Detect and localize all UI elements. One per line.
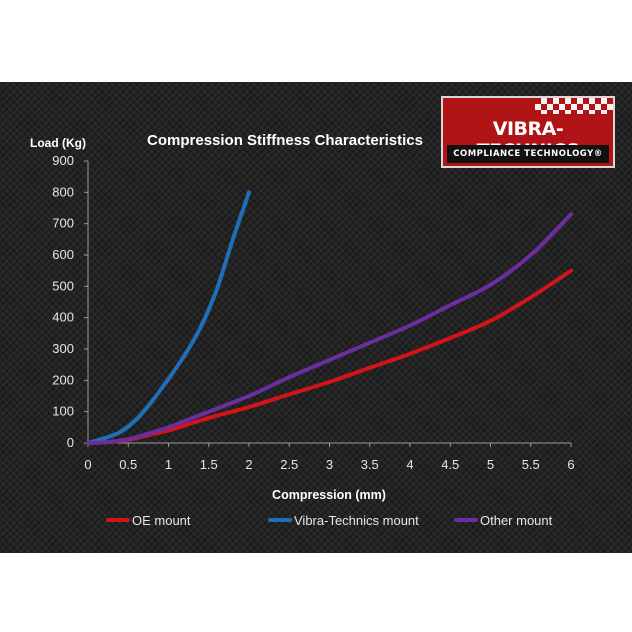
x-tick-label: 4.5 (441, 457, 459, 472)
x-tick-label: 5.5 (522, 457, 540, 472)
x-tick-label: 1.5 (200, 457, 218, 472)
x-axis-label: Compression (mm) (272, 488, 386, 502)
y-tick-label: 900 (52, 153, 74, 168)
y-tick-label: 300 (52, 341, 74, 356)
y-tick-label: 700 (52, 216, 74, 231)
x-tick-label: 0 (84, 457, 91, 472)
x-tick-label: 3 (326, 457, 333, 472)
x-tick-label: 4 (406, 457, 413, 472)
series-line-oe-mount (86, 268, 573, 445)
chart-title: Compression Stiffness Characteristics (147, 132, 423, 149)
x-tick-label: 3.5 (361, 457, 379, 472)
checkered-flag-icon (535, 98, 613, 114)
x-tick-label: 5 (487, 457, 494, 472)
y-tick-label: 500 (52, 278, 74, 293)
x-tick-label: 0.5 (119, 457, 137, 472)
y-tick-label: 200 (52, 372, 74, 387)
x-tick-label: 2 (245, 457, 252, 472)
legend-label: OE mount (132, 513, 191, 528)
logo-tagline: COMPLIANCE TECHNOLOGY® (447, 145, 609, 163)
line-chart: 0 100 200 300 400 500 600 700 800 900 0 0.5 1 1.5 2 2.5… (30, 132, 575, 528)
x-tick-label: 2.5 (280, 457, 298, 472)
y-tick-label: 600 (52, 247, 74, 262)
y-tick-label: 100 (52, 404, 74, 419)
series-line-vibra-technics-mount (86, 190, 251, 445)
y-tick-label: 400 (52, 310, 74, 325)
x-tick-label: 1 (165, 457, 172, 472)
y-axis-label: Load (Kg) (30, 136, 86, 150)
y-tick-label: 0 (67, 435, 74, 450)
legend-label: Vibra-Technics mount (294, 513, 419, 528)
y-tick-label: 800 (52, 184, 74, 199)
vibra-technics-logo: VIBRA-TECHNICS COMPLIANCE TECHNOLOGY® (441, 96, 615, 168)
legend-label: Other mount (480, 513, 553, 528)
x-tick-label: 6 (567, 457, 574, 472)
series-line-other-mount (86, 212, 573, 445)
